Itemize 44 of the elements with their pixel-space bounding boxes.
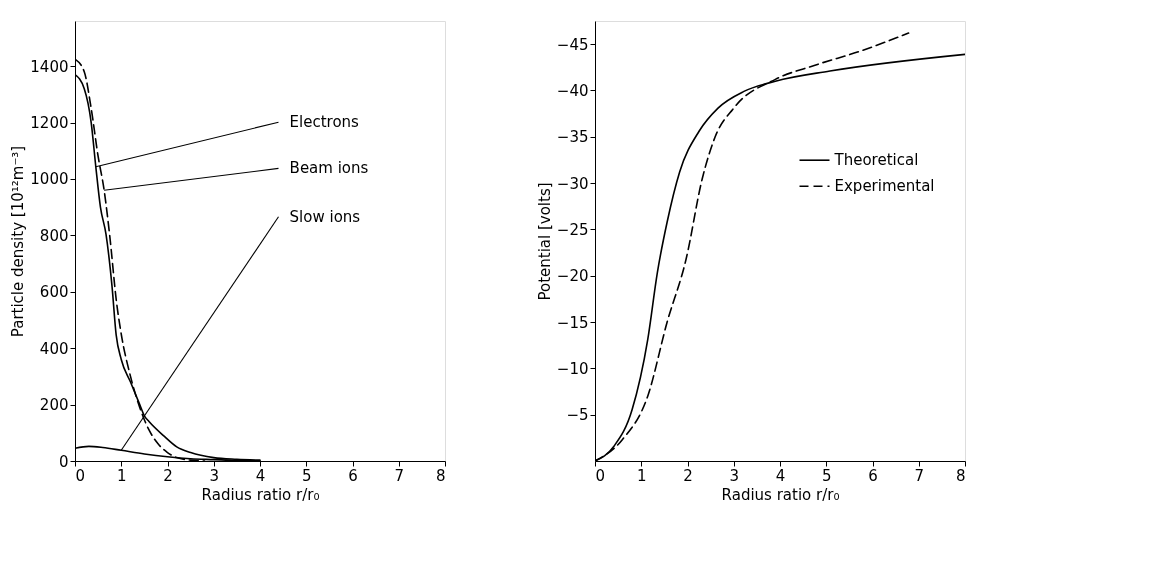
x-tick-label: 3 [209,466,220,485]
x-tick-label: 7 [914,466,925,485]
y-axis-title: Potential [volts] [535,182,554,301]
x-tick-label: 4 [775,466,786,485]
y-tick-label: −10 [556,359,589,378]
y-tick-label: −40 [556,81,589,100]
y-axis-title: Particle density [10¹²m⁻³] [9,145,28,338]
y-tick-label: 0 [58,452,69,471]
y-tick-label: 1000 [30,170,69,189]
y-tick-label: −35 [556,128,589,147]
text: Beam ions [289,159,369,178]
legend-label: Theoretical [833,151,919,170]
x-tick-label: 0 [75,466,86,485]
y-tick-label: 1200 [30,114,69,133]
y-tick-label: −30 [556,174,589,193]
x-tick-label: 0 [595,466,606,485]
text: Slow ions [289,207,361,226]
x-tick-label: 7 [394,466,405,485]
y-tick-label: −25 [556,220,589,239]
x-tick-label: 2 [683,466,693,485]
y-tick-label: −15 [556,313,589,332]
text: Electrons [289,113,360,132]
x-axis-title: Radius ratio r/r₀ [201,485,320,504]
x-tick-label: 5 [821,466,832,485]
y-tick-label: 400 [39,339,69,358]
x-tick-label: 8 [435,466,446,485]
x-tick-label: 2 [163,466,173,485]
x-tick-label: 4 [255,466,266,485]
x-tick-label: 3 [729,466,740,485]
x-tick-label: 8 [955,466,966,485]
legend-label: Experimental [834,177,935,196]
y-tick-label: 600 [39,283,69,302]
x-tick-label: 1 [636,466,647,485]
y-tick-label: 200 [39,396,69,415]
y-tick-label: −20 [556,267,589,286]
x-axis-title: Radius ratio r/r₀ [721,485,840,504]
x-tick-label: 1 [116,466,127,485]
y-tick-label: −5 [566,406,589,425]
x-tick-label: 6 [348,466,358,485]
y-tick-label: 1400 [30,57,69,76]
x-tick-label: 6 [868,466,878,485]
x-tick-label: 5 [301,466,312,485]
y-tick-label: −45 [556,35,589,54]
y-tick-label: 800 [39,226,69,245]
